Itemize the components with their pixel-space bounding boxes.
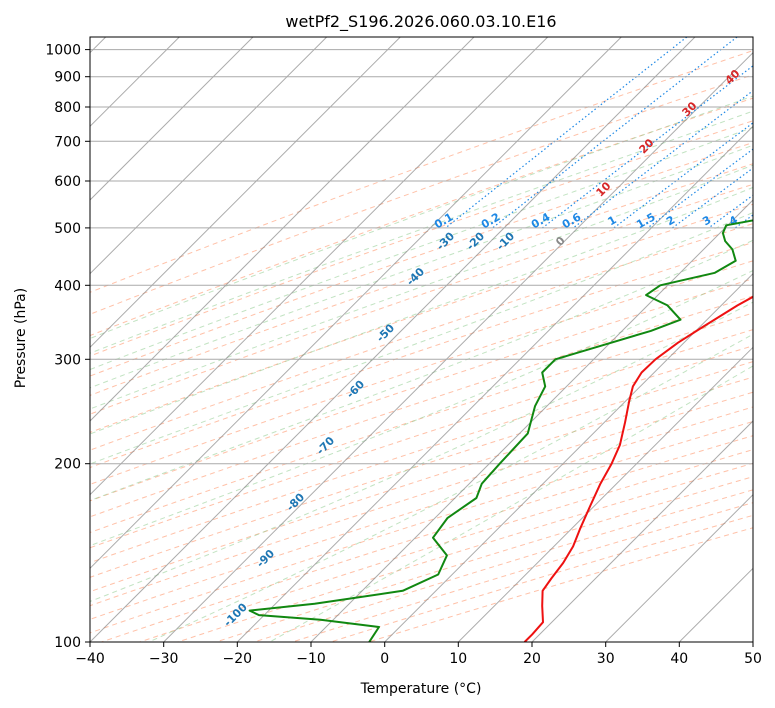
isotherm-line <box>90 37 622 570</box>
x-tick-label: 10 <box>449 651 467 667</box>
dry-adiabat-label: 10 <box>594 179 614 199</box>
x-tick-label: 30 <box>597 651 615 667</box>
isotherm-line <box>90 37 475 422</box>
y-axis-title: Pressure (hPa) <box>13 288 29 388</box>
mixing-ratio-line <box>542 65 753 229</box>
y-tick-label: 500 <box>54 221 81 237</box>
dry-adiabat <box>90 376 753 593</box>
y-tick-label: 700 <box>54 134 81 150</box>
dry-adiabat <box>90 97 753 337</box>
dry-adiabat <box>90 345 753 564</box>
moist-adiabat <box>90 126 753 371</box>
moist-adiabat-label: -60 <box>344 378 367 401</box>
isotherm-line <box>752 641 753 642</box>
moist-adiabat <box>148 333 753 642</box>
y-tick-label: 100 <box>54 635 81 651</box>
moist-adiabat <box>90 110 753 354</box>
dry-adiabat-label: 0 <box>553 234 568 249</box>
moist-adiabat-label: -90 <box>254 547 277 570</box>
moist-adiabat-label: -10 <box>494 229 517 252</box>
moist-adiabat-label: -80 <box>284 490 307 513</box>
mixing-ratio-line <box>613 122 753 229</box>
isotherm-line <box>90 37 254 201</box>
chart-title: wetPf2_S196.2026.060.03.10.E16 <box>285 12 556 32</box>
dry-adiabat <box>90 391 753 607</box>
dry-adiabat <box>90 241 753 469</box>
isotherm-line <box>90 37 328 275</box>
mixing-ratio-line <box>492 37 738 229</box>
isotherm-line <box>90 37 401 349</box>
isotherm-line <box>384 272 753 642</box>
moist-adiabat <box>90 301 753 603</box>
y-tick-label: 300 <box>54 352 81 368</box>
dry-adiabat <box>90 74 753 315</box>
plot-frame <box>89 36 754 643</box>
isotherm-line <box>678 567 753 642</box>
x-tick-label: 0 <box>380 651 389 667</box>
dry-adiabat <box>90 295 753 518</box>
pressure-gridlines <box>90 49 753 642</box>
moist-adiabat-label: -50 <box>374 321 397 344</box>
temperature-line <box>523 295 753 642</box>
dry-adiabat <box>90 329 753 549</box>
isotherm-line <box>90 37 549 496</box>
background-lines <box>90 37 753 642</box>
moist-adiabat-label: -100 <box>221 600 250 629</box>
mixing-ratio-line <box>572 89 753 229</box>
isotherm-line <box>605 493 753 642</box>
x-tick-label: 40 <box>670 651 688 667</box>
mixing-ratio-line <box>708 194 753 229</box>
mixing-ratio-line <box>734 214 753 229</box>
dry-adiabat <box>215 476 753 642</box>
profile-series <box>248 219 753 642</box>
dry-adiabat <box>90 183 753 415</box>
moist-adiabat <box>90 164 753 410</box>
moist-adiabat <box>90 212 753 465</box>
dewpoint-line <box>248 219 753 642</box>
x-axis-title: Temperature (°C) <box>360 681 482 697</box>
dry-adiabat-label: 30 <box>680 99 700 119</box>
x-tick-label: −30 <box>149 651 179 667</box>
isotherm-line <box>163 51 753 642</box>
dry-adiabat-label: 40 <box>723 67 743 87</box>
y-tick-label: 200 <box>54 457 81 473</box>
y-tick-label: 1000 <box>45 43 81 59</box>
mixing-ratio-label: 4 <box>727 213 740 228</box>
x-tick-label: 20 <box>523 651 541 667</box>
y-axis: 100 200 300 400 500 600 700 800 900 1000 <box>45 43 90 651</box>
mixing-ratio-label: 1 <box>606 213 619 228</box>
x-tick-label: 50 <box>744 651 762 667</box>
isotherm-line <box>236 125 753 642</box>
mixing-ratio-label: 2 <box>664 213 677 228</box>
dry-adiabat <box>90 203 753 433</box>
moist-adiabat <box>90 95 753 340</box>
isotherm-line <box>531 420 753 642</box>
x-tick-label: −40 <box>75 651 105 667</box>
isotherm-line <box>310 199 753 642</box>
moist-adiabat <box>90 239 753 502</box>
dry-adiabat <box>90 163 753 396</box>
mixing-ratio-line <box>672 167 753 229</box>
y-tick-label: 900 <box>54 70 81 86</box>
dry-adiabat <box>101 435 753 642</box>
y-tick-label: 400 <box>54 278 81 294</box>
dry-adiabat <box>90 50 753 293</box>
x-tick-label: −20 <box>223 651 253 667</box>
dry-adiabat <box>292 502 753 642</box>
mixing-ratio-label: 6 <box>766 213 775 228</box>
x-tick-label: −10 <box>296 651 326 667</box>
isotherm-line <box>457 346 753 642</box>
dry-adiabat <box>368 527 753 642</box>
x-axis: −40 −30 −20 −10 0 10 20 30 40 50 <box>75 642 762 667</box>
dry-adiabat <box>330 514 753 642</box>
y-tick-label: 600 <box>54 174 81 190</box>
moist-adiabat-label: -70 <box>314 434 337 457</box>
isotherm-line <box>90 37 696 642</box>
dry-adiabat <box>90 142 753 377</box>
y-tick-label: 800 <box>54 100 81 116</box>
